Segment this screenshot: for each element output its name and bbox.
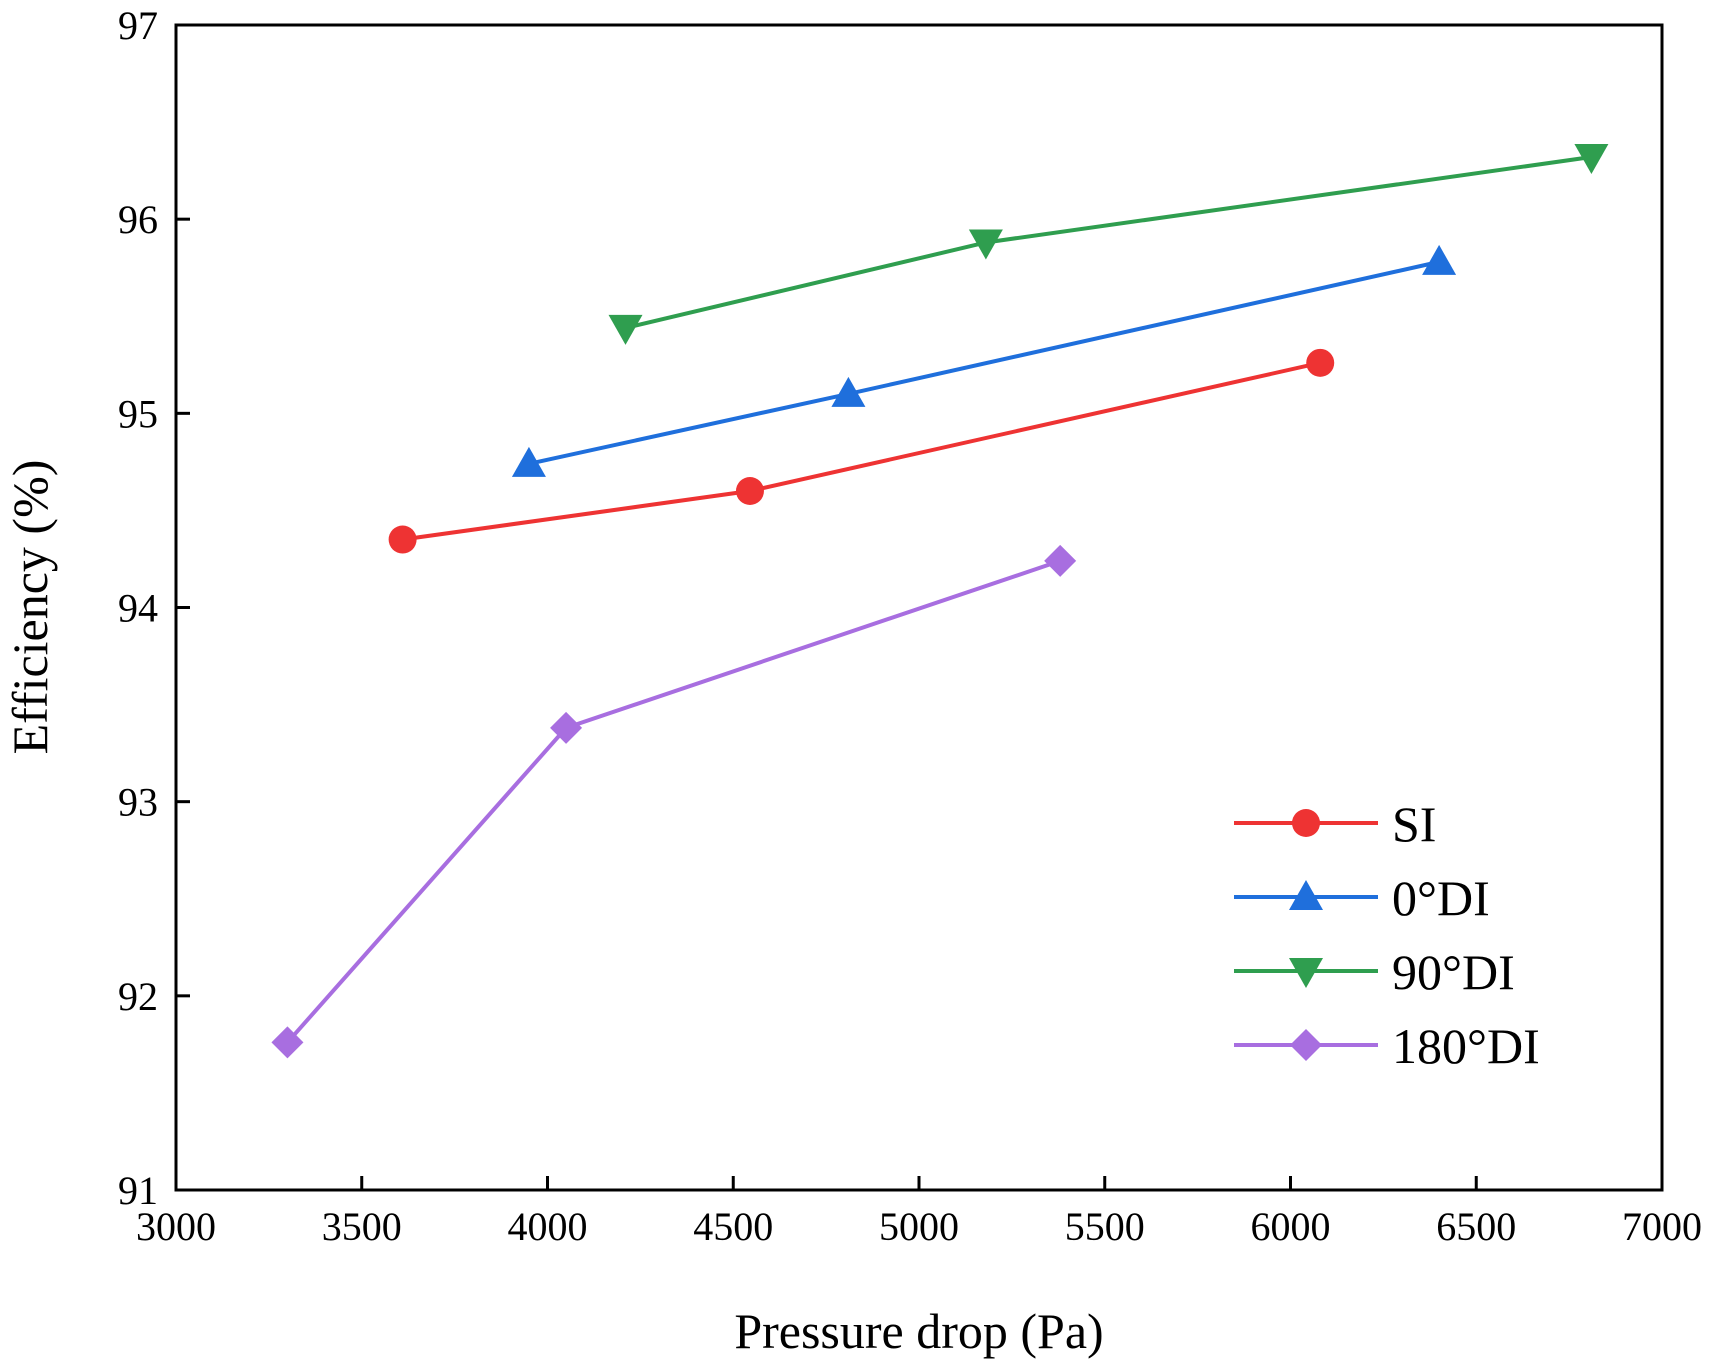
legend-label-si: SI bbox=[1392, 796, 1436, 852]
x-tick-label: 4000 bbox=[508, 1204, 588, 1249]
y-axis-ticks: 91 92 93 94 95 96 97 bbox=[118, 3, 190, 1213]
legend-marker-180degdi bbox=[1290, 1029, 1322, 1061]
data-point-si bbox=[388, 525, 417, 554]
x-axis-ticks: 3000 3500 4000 4500 5000 5500 6000 6500 7000 bbox=[136, 1176, 1702, 1249]
series-line-90degdi bbox=[625, 155, 1592, 330]
x-tick-label: 5000 bbox=[879, 1204, 959, 1249]
data-point-180degdi bbox=[550, 711, 583, 744]
legend-label-90degdi: 90°DI bbox=[1392, 944, 1515, 1000]
y-axis-title: Efficiency (%) bbox=[2, 460, 58, 755]
y-tick-label: 93 bbox=[118, 780, 158, 825]
data-point-90degdi bbox=[1574, 144, 1609, 175]
y-tick-label: 95 bbox=[118, 391, 158, 436]
series-si bbox=[388, 348, 1335, 554]
x-tick-label: 6500 bbox=[1436, 1204, 1516, 1249]
legend-label-180degdi: 180°DI bbox=[1392, 1018, 1540, 1074]
y-tick-label: 97 bbox=[118, 3, 158, 48]
legend-marker-0degdi bbox=[1289, 880, 1323, 910]
legend-marker-si bbox=[1292, 809, 1320, 837]
legend-marker-90degdi bbox=[1289, 958, 1323, 988]
data-point-si bbox=[1306, 348, 1335, 377]
x-axis-title: Pressure drop (Pa) bbox=[734, 1303, 1103, 1359]
y-tick-label: 96 bbox=[118, 197, 158, 242]
legend-label-0degdi: 0°DI bbox=[1392, 870, 1490, 926]
data-point-180degdi bbox=[271, 1026, 304, 1059]
x-tick-label: 3000 bbox=[136, 1204, 216, 1249]
x-tick-label: 7000 bbox=[1622, 1204, 1702, 1249]
series-180degdi bbox=[271, 544, 1077, 1059]
series-line-180degdi bbox=[285, 559, 1061, 1044]
legend: SI 0°DI 90°DI 180°DI bbox=[1234, 796, 1540, 1074]
series-line-0degdi bbox=[528, 259, 1440, 466]
series-layer bbox=[271, 144, 1609, 1059]
x-tick-label: 6000 bbox=[1251, 1204, 1331, 1249]
x-tick-label: 3500 bbox=[322, 1204, 402, 1249]
data-point-si bbox=[735, 477, 764, 505]
data-point-0degdi bbox=[511, 446, 546, 477]
y-tick-label: 91 bbox=[118, 1168, 158, 1213]
data-point-180degdi bbox=[1044, 544, 1077, 577]
y-tick-label: 94 bbox=[118, 586, 158, 631]
data-point-0degdi bbox=[1422, 244, 1457, 275]
data-point-0degdi bbox=[831, 376, 866, 407]
y-tick-label: 92 bbox=[118, 974, 158, 1019]
data-point-90degdi bbox=[608, 314, 643, 345]
series-90degdi bbox=[608, 144, 1609, 345]
x-tick-label: 4500 bbox=[693, 1204, 773, 1249]
series-0degdi bbox=[511, 244, 1457, 477]
x-tick-label: 5500 bbox=[1065, 1204, 1145, 1249]
data-point-90degdi bbox=[968, 229, 1003, 260]
